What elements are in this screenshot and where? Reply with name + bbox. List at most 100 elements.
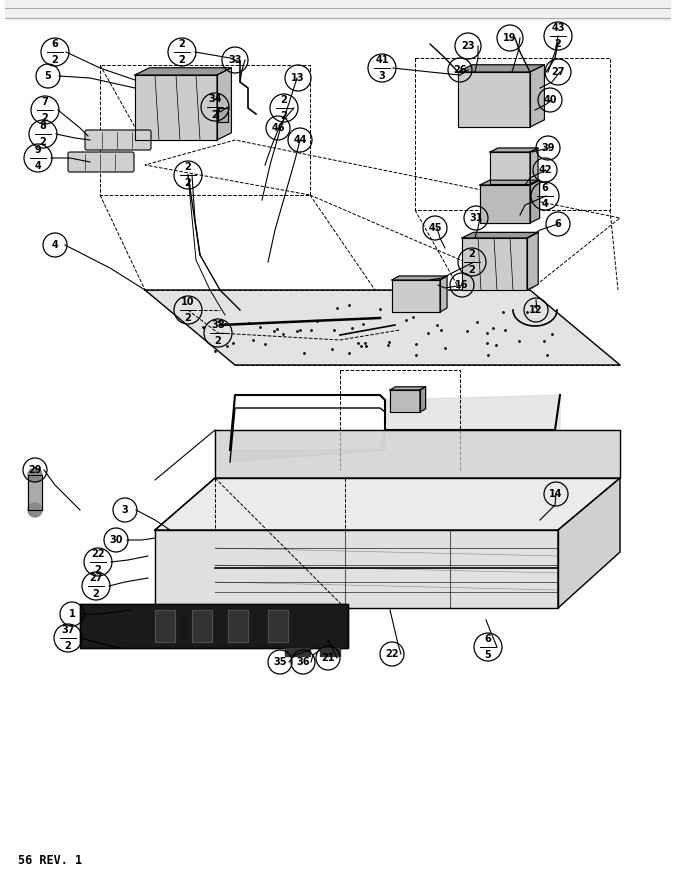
Polygon shape <box>155 530 558 608</box>
Polygon shape <box>135 75 217 140</box>
Circle shape <box>28 503 42 517</box>
Polygon shape <box>135 68 231 75</box>
Polygon shape <box>392 276 447 280</box>
Polygon shape <box>5 0 670 20</box>
Polygon shape <box>80 604 348 648</box>
Text: 2: 2 <box>41 112 48 123</box>
Text: 2: 2 <box>185 313 191 323</box>
Polygon shape <box>145 290 620 365</box>
Text: 4: 4 <box>35 160 41 170</box>
Text: 1: 1 <box>69 609 75 619</box>
Text: 19: 19 <box>503 33 517 43</box>
Polygon shape <box>527 233 538 290</box>
Text: 6: 6 <box>52 39 58 50</box>
Text: 33: 33 <box>228 55 242 65</box>
Text: 30: 30 <box>109 535 123 545</box>
Text: 39: 39 <box>541 143 555 153</box>
Text: 2: 2 <box>52 54 58 64</box>
Polygon shape <box>530 148 538 184</box>
Text: 4: 4 <box>542 199 548 208</box>
Text: 5: 5 <box>485 650 492 659</box>
Text: 22: 22 <box>386 649 398 659</box>
Text: 21: 21 <box>321 653 335 663</box>
Text: 27: 27 <box>551 67 565 77</box>
Text: 26: 26 <box>454 65 466 75</box>
Polygon shape <box>462 238 527 290</box>
Polygon shape <box>217 68 231 140</box>
Text: 8: 8 <box>39 121 46 132</box>
Polygon shape <box>218 108 228 122</box>
Text: 3: 3 <box>122 505 129 515</box>
Text: 7: 7 <box>41 97 48 108</box>
Text: 14: 14 <box>549 489 563 499</box>
Polygon shape <box>480 185 530 223</box>
Text: 16: 16 <box>455 280 469 290</box>
Text: 10: 10 <box>182 298 194 307</box>
Text: 34: 34 <box>208 94 222 104</box>
Text: 3: 3 <box>379 70 386 80</box>
Polygon shape <box>155 478 620 530</box>
Polygon shape <box>480 180 540 185</box>
Polygon shape <box>558 478 620 608</box>
Text: 38: 38 <box>211 321 225 331</box>
Text: 40: 40 <box>543 95 557 105</box>
Text: 2: 2 <box>185 162 191 173</box>
Text: 35: 35 <box>273 657 287 667</box>
Text: 2: 2 <box>65 641 71 650</box>
Polygon shape <box>320 648 340 656</box>
Text: 23: 23 <box>461 41 475 51</box>
Text: 31: 31 <box>469 213 483 223</box>
Text: 4: 4 <box>52 240 58 250</box>
Polygon shape <box>530 180 540 223</box>
Polygon shape <box>285 648 310 656</box>
Text: 6: 6 <box>485 634 492 644</box>
Circle shape <box>28 468 42 482</box>
Text: 2: 2 <box>469 249 475 259</box>
Polygon shape <box>458 72 530 127</box>
Text: 29: 29 <box>29 465 41 475</box>
Text: 2: 2 <box>185 177 191 187</box>
Text: 13: 13 <box>291 73 305 83</box>
Text: 2: 2 <box>555 38 562 48</box>
Polygon shape <box>268 610 288 642</box>
Polygon shape <box>28 475 42 510</box>
Polygon shape <box>458 65 545 72</box>
Polygon shape <box>462 233 538 238</box>
Text: 2: 2 <box>281 110 288 120</box>
Text: 36: 36 <box>296 657 310 667</box>
Polygon shape <box>490 148 538 152</box>
Text: 2: 2 <box>211 110 218 119</box>
Polygon shape <box>420 387 426 412</box>
Text: 37: 37 <box>61 625 75 635</box>
FancyBboxPatch shape <box>68 152 134 172</box>
Text: 6: 6 <box>542 184 548 193</box>
Polygon shape <box>390 390 420 412</box>
Polygon shape <box>230 395 560 462</box>
Text: 12: 12 <box>529 305 543 315</box>
Text: 2: 2 <box>92 589 99 599</box>
Text: 5: 5 <box>45 71 52 81</box>
FancyBboxPatch shape <box>85 130 151 150</box>
Polygon shape <box>390 387 426 390</box>
Text: 45: 45 <box>428 223 442 233</box>
Text: 41: 41 <box>375 55 389 65</box>
Text: 43: 43 <box>551 23 565 34</box>
Text: 2: 2 <box>179 39 186 50</box>
Text: 22: 22 <box>91 550 105 560</box>
Text: 44: 44 <box>293 135 307 145</box>
Polygon shape <box>490 152 530 184</box>
Text: 2: 2 <box>39 136 46 146</box>
Text: 2: 2 <box>95 565 101 575</box>
Polygon shape <box>228 610 248 642</box>
Text: 27: 27 <box>89 574 103 584</box>
Polygon shape <box>192 610 212 642</box>
Polygon shape <box>155 610 175 642</box>
Polygon shape <box>215 430 620 478</box>
Text: 9: 9 <box>35 145 41 156</box>
Text: 2: 2 <box>281 95 288 105</box>
Text: 42: 42 <box>539 165 551 175</box>
Text: 2: 2 <box>179 54 186 64</box>
Text: 6: 6 <box>555 219 562 229</box>
Polygon shape <box>392 280 440 312</box>
Text: 2: 2 <box>215 336 222 346</box>
